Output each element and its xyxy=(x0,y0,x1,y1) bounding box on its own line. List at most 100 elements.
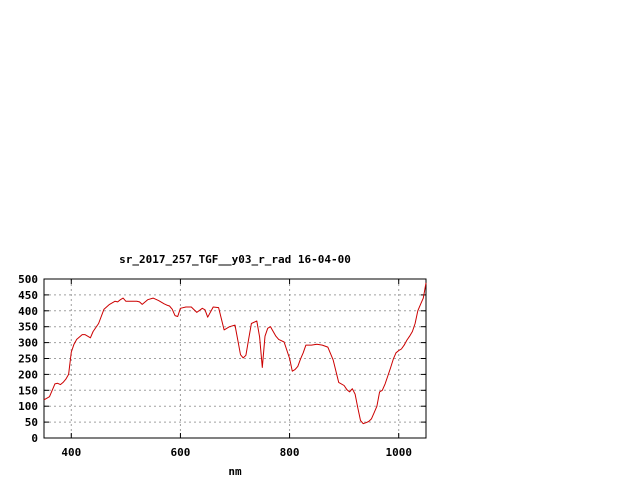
data-point xyxy=(256,321,257,322)
data-point xyxy=(142,304,143,305)
data-point xyxy=(44,399,45,400)
data-point xyxy=(131,301,132,302)
data-point xyxy=(71,352,72,353)
y-tick-label: 200 xyxy=(18,368,38,381)
data-point xyxy=(333,360,334,361)
data-point xyxy=(229,326,230,327)
data-point xyxy=(292,371,293,372)
data-point xyxy=(305,345,306,346)
data-point xyxy=(406,340,407,341)
y-tick-label: 0 xyxy=(31,432,38,445)
data-point xyxy=(387,376,388,377)
data-point xyxy=(90,337,91,338)
data-point xyxy=(352,388,353,389)
data-point xyxy=(172,309,173,310)
data-point xyxy=(346,389,347,390)
data-point xyxy=(205,309,206,310)
x-tick-label: 400 xyxy=(61,446,81,459)
data-point xyxy=(109,304,110,305)
data-point xyxy=(235,325,236,326)
data-point xyxy=(153,298,154,299)
data-point xyxy=(117,301,118,302)
data-point xyxy=(177,316,178,317)
data-point xyxy=(120,299,121,300)
data-point xyxy=(376,406,377,407)
data-point xyxy=(139,301,140,302)
data-point xyxy=(409,336,410,337)
data-point xyxy=(297,366,298,367)
data-point xyxy=(267,328,268,329)
data-point xyxy=(74,344,75,345)
data-point xyxy=(398,350,399,351)
y-tick-label: 500 xyxy=(18,273,38,286)
data-point xyxy=(202,308,203,309)
data-point xyxy=(401,349,402,350)
data-point xyxy=(123,298,124,299)
data-point xyxy=(82,334,83,335)
data-point xyxy=(65,379,66,380)
data-point xyxy=(240,354,241,355)
data-point xyxy=(289,358,290,359)
data-point xyxy=(423,298,424,299)
data-point xyxy=(284,342,285,343)
data-point xyxy=(84,334,85,335)
data-point xyxy=(166,305,167,306)
y-tick-label: 450 xyxy=(18,289,38,302)
chart-title: sr_2017_257_TGF__y03_r_rad 16-04-00 xyxy=(119,253,351,266)
data-point xyxy=(426,282,427,283)
series-line xyxy=(43,282,427,425)
data-point xyxy=(385,383,386,384)
data-point xyxy=(417,310,418,311)
data-point xyxy=(393,359,394,360)
data-point xyxy=(357,407,358,408)
data-point xyxy=(196,312,197,313)
data-point xyxy=(273,331,274,332)
data-point xyxy=(265,336,266,337)
data-point xyxy=(412,331,413,332)
data-point xyxy=(93,331,94,332)
x-axis-tick-labels: 400 600 800 1000 xyxy=(61,446,412,459)
series-layer xyxy=(43,282,427,425)
data-point xyxy=(374,412,375,413)
data-point xyxy=(243,357,244,358)
data-point xyxy=(322,345,323,346)
y-tick-label: 300 xyxy=(18,337,38,350)
data-point xyxy=(76,339,77,340)
data-point xyxy=(87,336,88,337)
data-point xyxy=(185,307,186,308)
data-point xyxy=(164,303,165,304)
data-point xyxy=(54,383,55,384)
data-point xyxy=(52,390,53,391)
grid-lines xyxy=(44,279,426,438)
data-point xyxy=(338,382,339,383)
data-point xyxy=(404,345,405,346)
data-point xyxy=(270,326,271,327)
y-tick-label: 150 xyxy=(18,384,38,397)
data-point xyxy=(191,307,192,308)
data-point xyxy=(68,374,69,375)
data-point xyxy=(366,422,367,423)
data-point xyxy=(175,315,176,316)
data-point xyxy=(278,339,279,340)
data-point xyxy=(218,307,219,308)
data-point xyxy=(327,347,328,348)
data-point xyxy=(98,323,99,324)
data-point xyxy=(147,299,148,300)
x-tick-label: 600 xyxy=(170,446,190,459)
data-point xyxy=(390,368,391,369)
data-point xyxy=(360,420,361,421)
data-point xyxy=(259,336,260,337)
y-tick-label: 50 xyxy=(25,416,38,429)
data-point xyxy=(46,398,47,399)
data-point xyxy=(207,317,208,318)
y-tick-label: 400 xyxy=(18,305,38,318)
data-point xyxy=(63,382,64,383)
data-point xyxy=(57,383,58,384)
y-tick-label: 100 xyxy=(18,400,38,413)
data-point xyxy=(60,384,61,385)
data-point xyxy=(180,308,181,309)
axis-ticks xyxy=(44,278,426,439)
data-point xyxy=(349,391,350,392)
data-point xyxy=(295,369,296,370)
